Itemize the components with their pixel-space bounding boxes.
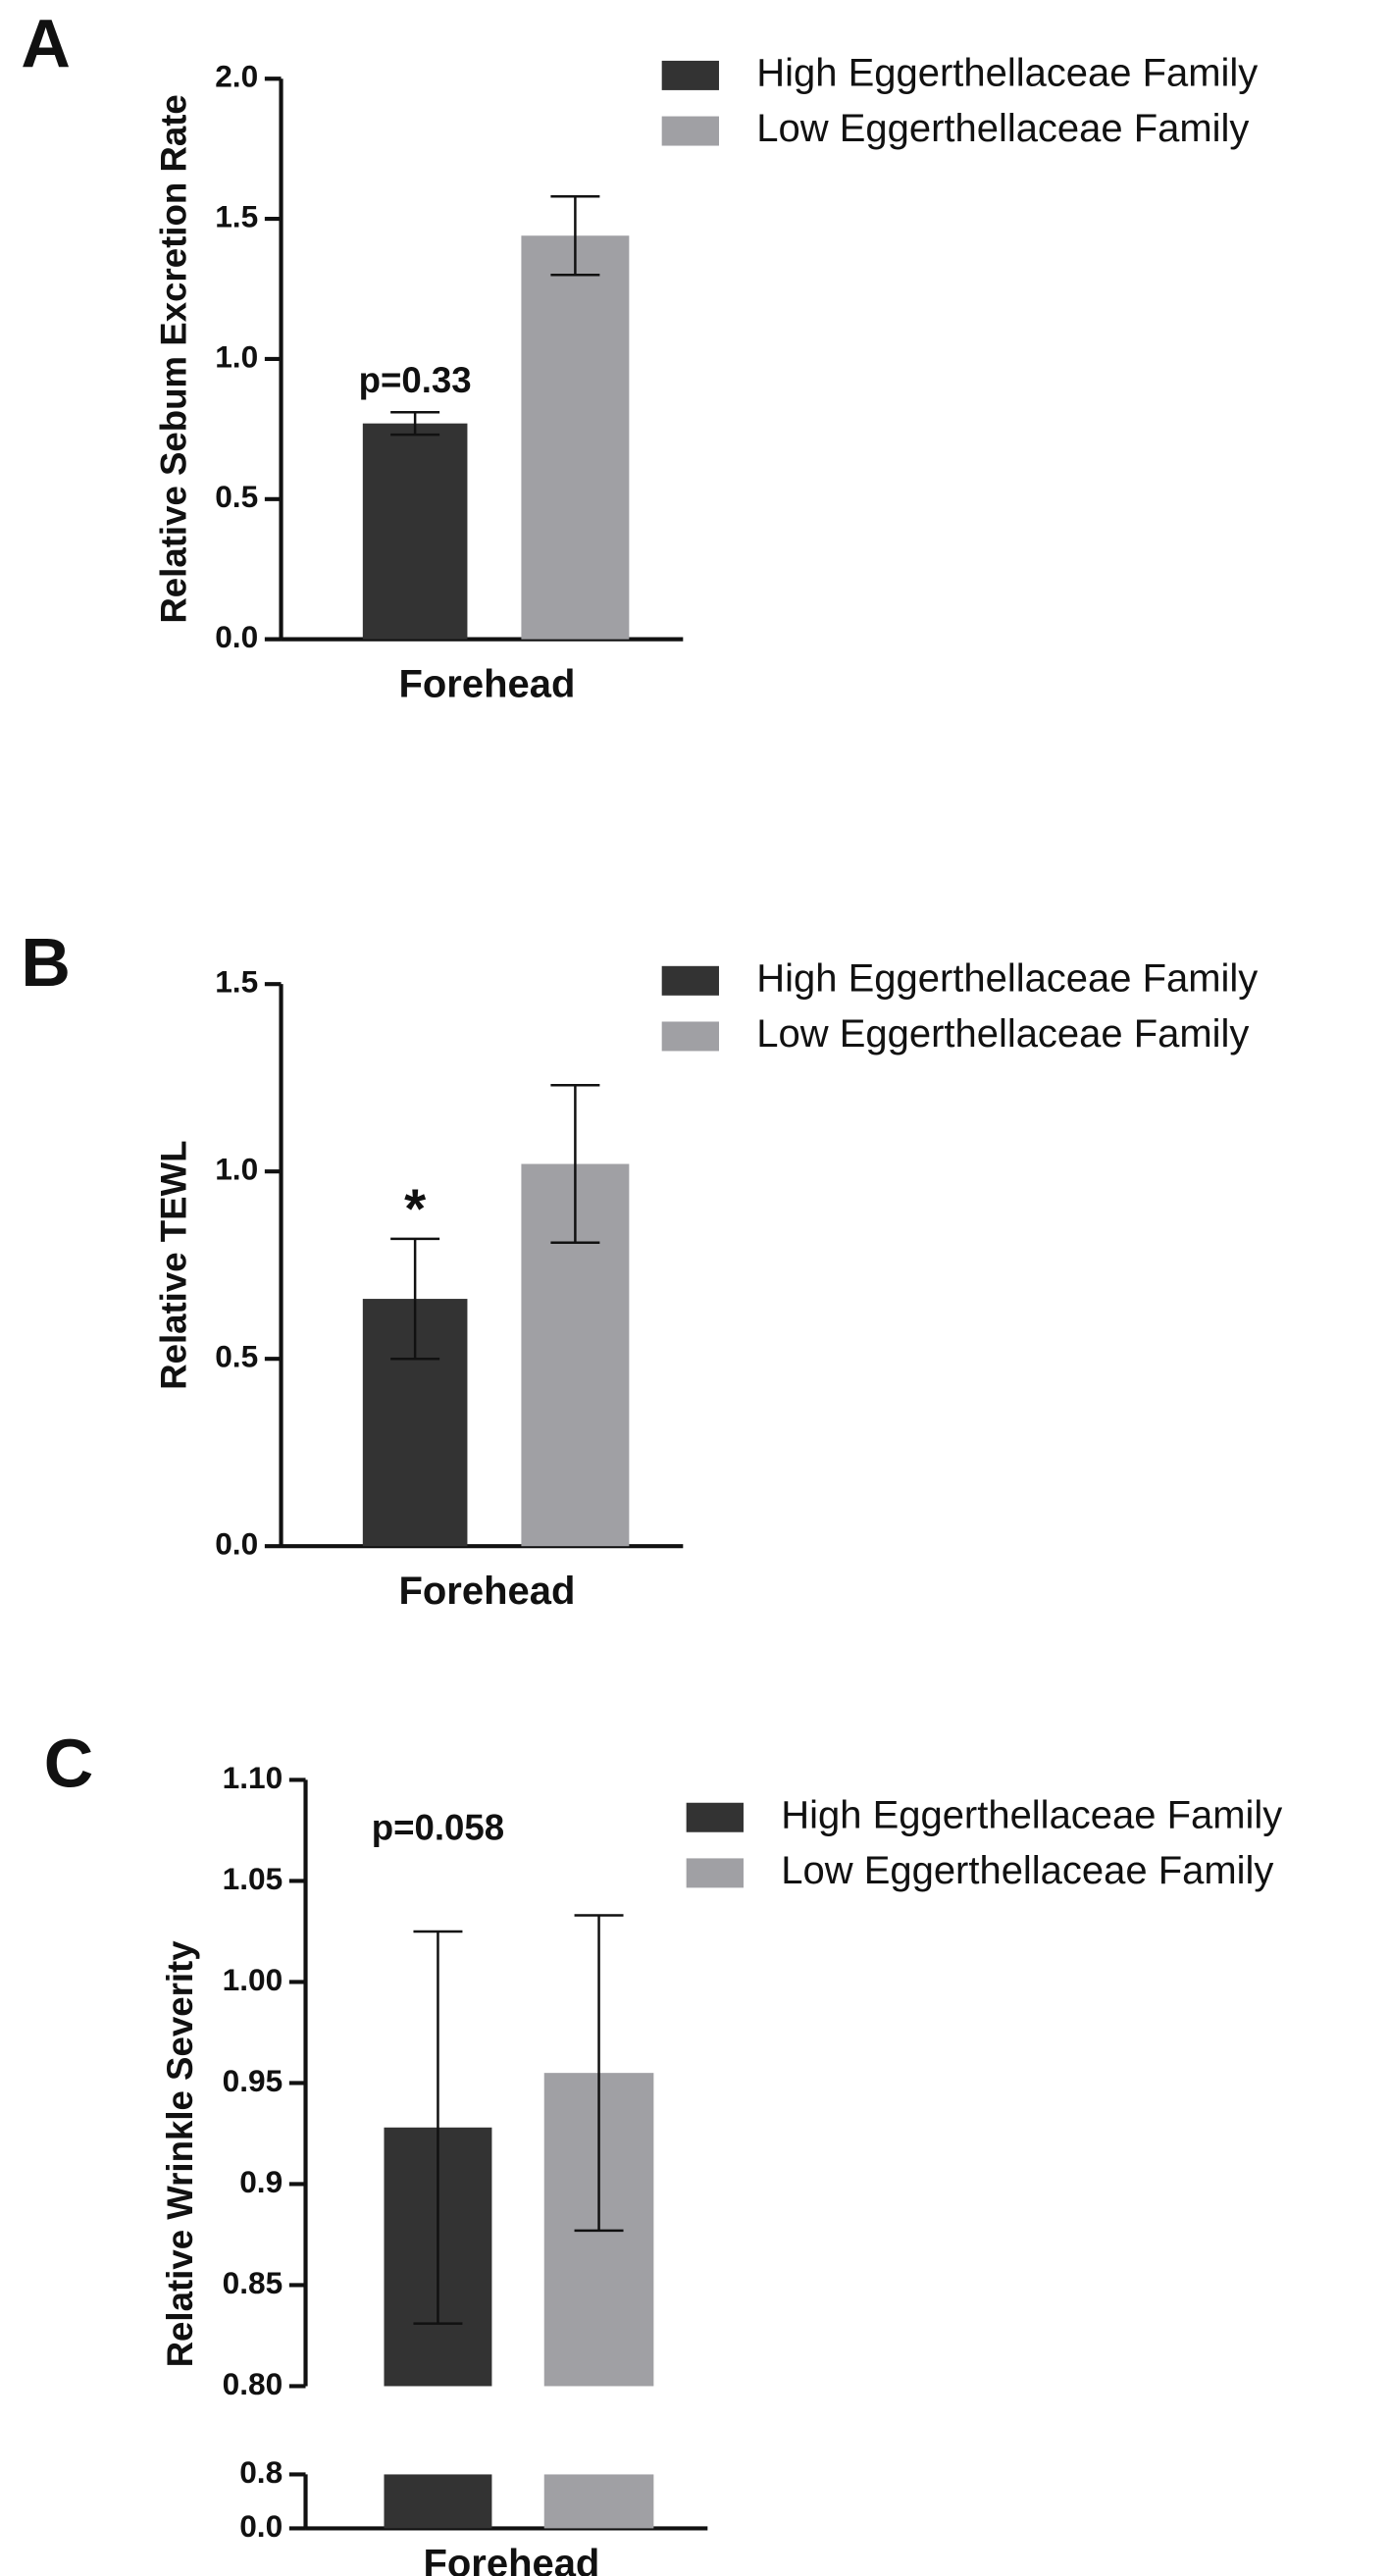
legend-swatch bbox=[661, 965, 719, 996]
y-tick-label: 2.0 bbox=[215, 59, 258, 94]
y-axis-label: Relative Wrinkle Severity bbox=[160, 1940, 200, 2368]
y-tick-label: 1.05 bbox=[223, 1861, 283, 1896]
annotation: p=0.058 bbox=[372, 1808, 504, 1848]
x-tick-label: Forehead bbox=[398, 1570, 575, 1613]
x-tick-label: Forehead bbox=[398, 663, 575, 706]
y-tick-label: 0.85 bbox=[223, 2265, 283, 2300]
legend-swatch bbox=[661, 1021, 719, 1052]
legend-label: Low Eggerthellaceae Family bbox=[781, 1849, 1273, 1892]
y-tick-label: 0.0 bbox=[239, 2508, 283, 2544]
y-tick-label: 1.0 bbox=[215, 338, 258, 374]
y-tick-label: 0.0 bbox=[215, 1526, 258, 1562]
y-tick-label: 0.8 bbox=[239, 2454, 283, 2490]
legend-label: High Eggerthellaceae Family bbox=[781, 1793, 1282, 1836]
bar-lower bbox=[543, 2474, 654, 2529]
annotation: * bbox=[404, 1178, 426, 1240]
y-tick-label: 1.5 bbox=[215, 198, 258, 233]
panel-label: C bbox=[44, 1725, 94, 1801]
legend-label: High Eggerthellaceae Family bbox=[756, 956, 1258, 1000]
bar-lower bbox=[384, 2474, 492, 2529]
y-tick-label: 0.5 bbox=[215, 1339, 258, 1374]
y-axis-label: Relative TEWL bbox=[154, 1140, 194, 1389]
y-tick-label: 0.9 bbox=[239, 2164, 283, 2199]
panel-label: A bbox=[21, 6, 71, 82]
y-tick-label: 1.0 bbox=[215, 1152, 258, 1187]
legend-label: Low Eggerthellaceae Family bbox=[756, 107, 1249, 150]
y-tick-label: 0.0 bbox=[215, 619, 258, 654]
legend-label: High Eggerthellaceae Family bbox=[756, 51, 1258, 94]
y-axis-label: Relative Sebum Excretion Rate bbox=[154, 94, 194, 623]
bar bbox=[362, 423, 468, 640]
y-tick-label: 1.5 bbox=[215, 964, 258, 1000]
y-tick-label: 1.00 bbox=[223, 1962, 283, 1997]
y-tick-label: 1.10 bbox=[223, 1760, 283, 1795]
legend-label: Low Eggerthellaceae Family bbox=[756, 1012, 1249, 1056]
panel-label: B bbox=[21, 924, 71, 1001]
y-tick-label: 0.95 bbox=[223, 2063, 283, 2098]
y-tick-label: 0.80 bbox=[223, 2366, 283, 2401]
bar bbox=[521, 235, 630, 640]
annotation: p=0.33 bbox=[359, 360, 472, 400]
legend-swatch bbox=[686, 1802, 744, 1832]
legend-swatch bbox=[686, 1858, 744, 1888]
legend-swatch bbox=[661, 60, 719, 90]
legend-swatch bbox=[661, 116, 719, 146]
y-tick-label: 0.5 bbox=[215, 479, 258, 514]
x-tick-label: Forehead bbox=[423, 2542, 599, 2576]
